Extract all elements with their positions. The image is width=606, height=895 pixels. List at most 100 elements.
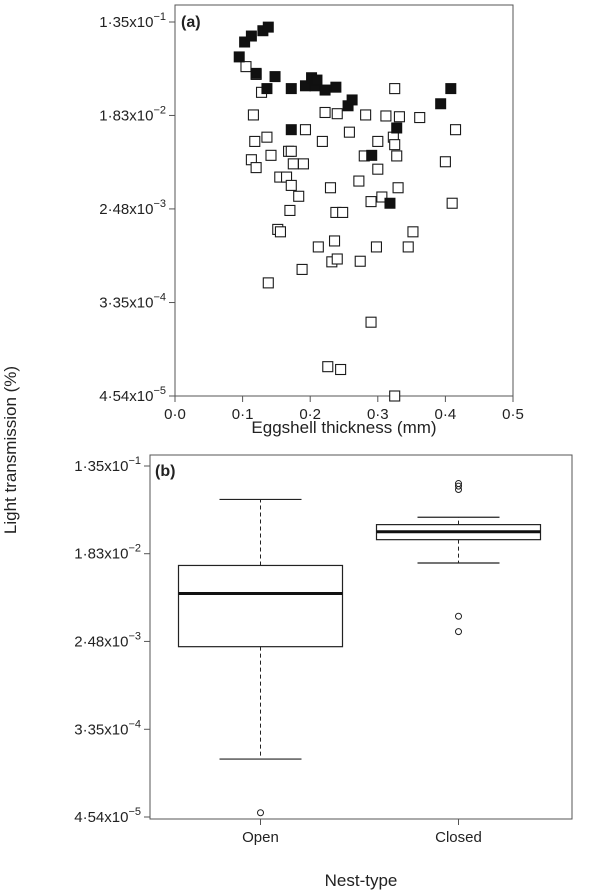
open-square-point xyxy=(402,241,414,253)
panel-b-boxes xyxy=(177,480,542,817)
panel-a-y-axis: 4·54x10−5 3·35x10−4 2·48x10−3 1·83x10−2 1·35… xyxy=(99,11,175,405)
open-square-point xyxy=(376,191,388,203)
open-square-point xyxy=(250,162,262,174)
box-closed xyxy=(375,480,542,636)
open-square-point xyxy=(265,149,277,161)
panel-a-x-axis-title: Eggshell thickness (mm) xyxy=(251,418,436,437)
open-square-point xyxy=(389,139,401,151)
y-tick-label: 3·35x10−4 xyxy=(99,292,166,312)
filled-square-point xyxy=(285,124,297,136)
y-tick-exponent: −3 xyxy=(153,198,166,210)
open-square-point xyxy=(392,182,404,194)
panel-a-scatter-plot: (a) 4·54x10−5 3·35x10−4 2·48x10−3 1·83x10−2… xyxy=(99,4,524,437)
open-square-point xyxy=(262,277,274,289)
open-square-point xyxy=(274,226,287,238)
open-square-point xyxy=(343,126,355,138)
y-tick-exponent: −1 xyxy=(128,455,141,467)
open-square-point xyxy=(353,175,365,187)
panel-b-box-plot: (b) 4·54x10−5 3·35x10−4 2·48x10−3 1·83x10−2… xyxy=(74,454,573,890)
open-square-point xyxy=(261,131,273,143)
open-square-point xyxy=(389,390,401,402)
open-square-point xyxy=(316,135,328,147)
open-square-point xyxy=(372,135,384,147)
open-square-point xyxy=(319,106,331,119)
open-square-point xyxy=(393,111,405,123)
open-square-point xyxy=(249,135,261,147)
open-square-point xyxy=(380,110,392,122)
filled-square-point xyxy=(250,67,262,79)
open-square-point xyxy=(335,363,347,376)
panel-b-y-axis: 4·54x10−5 3·35x10−4 2·48x10−3 1·83x10−2 1·35… xyxy=(74,455,150,826)
panel-a-x-axis: 0·0 0·1 0·2 0·3 0·4 0·5 xyxy=(164,396,524,423)
filled-square-point xyxy=(262,21,274,33)
open-square-point xyxy=(287,158,299,170)
y-tick-label: 4·54x10−5 xyxy=(99,385,166,405)
open-square-point xyxy=(328,235,341,247)
open-square-point xyxy=(299,124,312,136)
box-open xyxy=(177,498,344,817)
open-square-point xyxy=(446,197,458,209)
y-tick-mantissa: 2·48x10 xyxy=(74,633,128,650)
outlier-point xyxy=(455,612,462,620)
open-square-point xyxy=(354,255,366,267)
x-tick-label: 0·3 xyxy=(367,406,389,423)
panel-b-label: (b) xyxy=(155,463,175,480)
y-tick-label: 4·54x10−5 xyxy=(74,806,141,826)
open-square-point xyxy=(407,226,419,238)
x-tick-label: 0·2 xyxy=(299,406,321,423)
open-square-point xyxy=(312,241,324,253)
open-square-point xyxy=(285,145,297,157)
y-tick-exponent: −2 xyxy=(128,543,141,555)
open-square-point xyxy=(439,156,451,168)
open-square-point xyxy=(284,204,296,217)
open-square-point xyxy=(414,111,426,124)
outlier-point xyxy=(455,628,462,636)
filled-square-point xyxy=(391,122,403,134)
y-tick-label: 2·48x10−3 xyxy=(99,198,166,218)
filled-square-point xyxy=(384,197,396,209)
outlier-point xyxy=(455,486,462,494)
panel-a-label: (a) xyxy=(181,14,201,31)
y-tick-mantissa: 4·54x10 xyxy=(74,809,128,826)
open-square-point xyxy=(360,109,372,121)
open-square-point xyxy=(296,263,308,275)
y-tick-exponent: −4 xyxy=(153,292,166,304)
open-square-point xyxy=(240,61,252,73)
x-tick-label: Closed xyxy=(435,829,482,846)
y-tick-exponent: −3 xyxy=(128,630,141,642)
y-tick-exponent: −5 xyxy=(128,806,141,818)
filled-square-point xyxy=(269,71,281,83)
open-square-point xyxy=(324,182,337,194)
open-square-point xyxy=(389,83,401,95)
open-square-point xyxy=(337,206,349,218)
y-tick-mantissa: 1·35x10 xyxy=(74,458,128,475)
y-tick-mantissa: 1·83x10 xyxy=(99,107,153,124)
open-square-point xyxy=(293,190,305,202)
filled-square-point xyxy=(435,98,447,110)
open-square-point xyxy=(365,196,377,208)
filled-square-point xyxy=(233,51,245,63)
y-tick-label: 1·83x10−2 xyxy=(74,543,141,563)
x-tick-label: 0·4 xyxy=(435,406,457,423)
filled-square-point xyxy=(261,83,273,95)
y-tick-exponent: −4 xyxy=(128,718,141,730)
panel-a-plot-frame xyxy=(174,4,514,397)
shared-y-axis-title: Light transmission (%) xyxy=(1,366,20,534)
open-square-point xyxy=(370,241,382,253)
x-tick-label: Open xyxy=(242,829,279,846)
y-tick-mantissa: 2·48x10 xyxy=(99,201,153,218)
panel-b-x-axis-title: Nest-type xyxy=(325,871,398,890)
x-tick-label: 0·0 xyxy=(164,406,186,423)
outlier-point xyxy=(257,809,264,817)
filled-square-point xyxy=(311,74,323,86)
y-tick-exponent: −2 xyxy=(153,104,166,116)
open-square-point xyxy=(372,163,384,175)
filled-square-point xyxy=(319,84,331,96)
open-square-point xyxy=(331,253,343,265)
open-square-point xyxy=(449,124,462,136)
panel-b-plot-frame xyxy=(149,454,573,820)
panel-b-x-axis: Open Closed xyxy=(242,819,482,846)
y-tick-mantissa: 3·35x10 xyxy=(74,721,128,738)
open-square-point xyxy=(331,108,343,120)
